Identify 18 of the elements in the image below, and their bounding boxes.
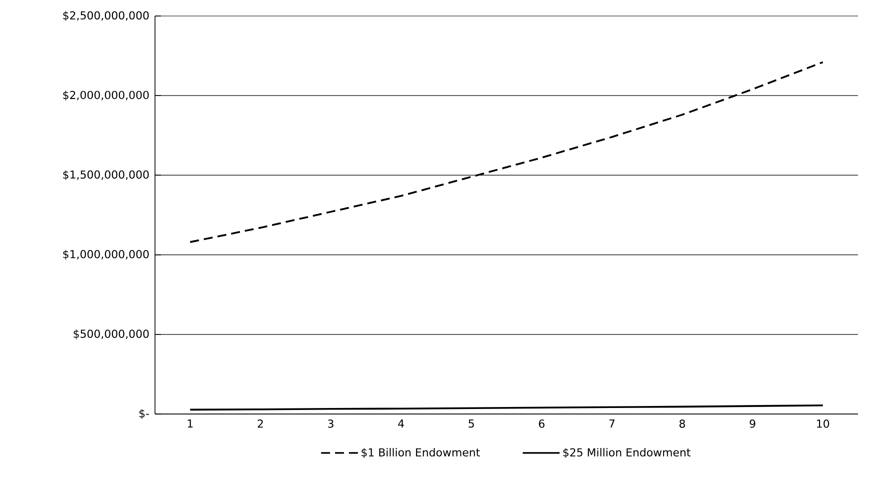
x-tick-label: 3 <box>328 420 334 428</box>
y-tick-label: $1,500,000,000 <box>63 170 149 180</box>
x-tick-label: 4 <box>398 420 404 428</box>
y-tick-label: $500,000,000 <box>74 329 149 340</box>
x-tick-label: 6 <box>538 420 544 428</box>
legend-label: $1 Billion Endowment <box>362 448 480 458</box>
y-tick-label: $2,000,000,000 <box>63 90 149 101</box>
legend-label: $25 Million Endowment <box>563 448 690 458</box>
x-tick-label: 5 <box>468 420 474 428</box>
y-tick-label: $1,000,000,000 <box>63 250 149 260</box>
x-tick-label: 8 <box>680 420 685 428</box>
y-tick-label: $2,500,000,000 <box>63 11 149 21</box>
x-tick-label: 10 <box>817 420 830 428</box>
x-tick-label: 2 <box>258 420 263 428</box>
x-tick-label: 7 <box>609 420 614 428</box>
x-tick-label: 9 <box>750 420 756 428</box>
y-tick-label: $- <box>139 409 149 419</box>
x-tick-label: 1 <box>188 420 193 428</box>
